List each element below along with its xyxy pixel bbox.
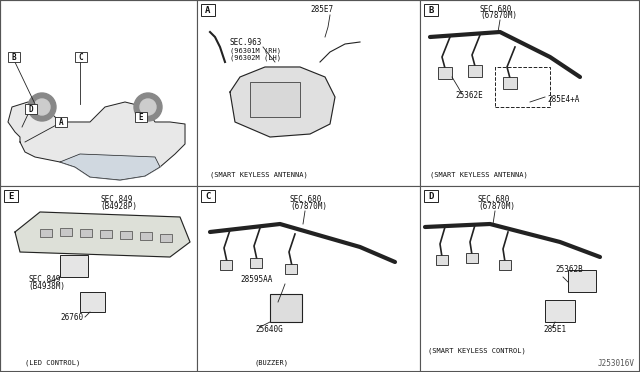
Text: J253016V: J253016V [598,359,635,368]
Bar [140,232,152,240]
Text: E: E [8,192,13,201]
Bar [197,186,420,372]
Text: SEC.680: SEC.680 [290,195,323,204]
Bar [60,228,72,236]
Text: (BUZZER): (BUZZER) [255,359,289,366]
Bar [285,264,297,274]
Bar [420,186,640,372]
Bar [75,52,87,62]
Text: B: B [428,6,434,15]
Text: (67870M): (67870M) [290,202,327,211]
Text: (SMART KEYLESS ANTENNA): (SMART KEYLESS ANTENNA) [430,171,528,177]
Bar [80,229,92,237]
Bar [135,112,147,122]
Text: C: C [205,192,211,201]
Bar [40,229,52,237]
Text: (96301M (RH): (96301M (RH) [230,47,281,54]
Text: SEC.680: SEC.680 [480,5,513,14]
Text: SEC.849: SEC.849 [28,275,60,284]
Bar [60,255,88,277]
Circle shape [28,93,56,121]
Bar [197,0,420,186]
Text: (67870M): (67870M) [480,11,517,20]
Bar [424,4,438,16]
Text: 285E7: 285E7 [310,5,333,14]
Polygon shape [15,212,190,257]
Text: A: A [205,6,211,15]
Bar [270,294,302,322]
Bar [25,104,37,114]
Text: (B4938M): (B4938M) [28,282,65,291]
Text: (LED CONTROL): (LED CONTROL) [25,359,80,366]
Bar [0,186,197,372]
Bar [438,67,452,79]
Bar [8,52,20,62]
Text: 285E1: 285E1 [543,325,566,334]
Bar [545,300,575,322]
Bar [55,117,67,127]
Bar [250,258,262,268]
Bar [0,0,197,186]
Text: C: C [79,52,83,61]
Polygon shape [230,67,335,137]
Bar [468,65,482,77]
Text: 25640G: 25640G [255,325,283,334]
Text: 26760: 26760 [60,313,83,322]
Bar [120,231,132,239]
Bar [160,234,172,242]
Circle shape [140,99,156,115]
Bar [568,270,596,292]
Bar [220,260,232,270]
Text: E: E [139,112,143,122]
Bar [436,255,448,265]
Text: SEC.849: SEC.849 [100,195,132,204]
Bar [4,190,18,202]
Text: (96302M (LH): (96302M (LH) [230,54,281,61]
Bar [503,77,517,89]
Text: B: B [12,52,16,61]
Text: 285E4+A: 285E4+A [547,95,579,104]
Bar [466,253,478,263]
Bar [424,190,438,202]
Circle shape [134,93,162,121]
Bar [100,230,112,238]
Text: D: D [428,192,434,201]
Text: (67870M): (67870M) [478,202,515,211]
Bar [495,67,550,107]
Text: D: D [29,105,33,113]
Bar [201,190,215,202]
Text: (SMART KEYLESS ANTENNA): (SMART KEYLESS ANTENNA) [210,171,308,177]
Bar [250,82,300,117]
Text: (B4928P): (B4928P) [100,202,137,211]
Text: 25362E: 25362E [455,91,483,100]
Text: SEC.680: SEC.680 [478,195,510,204]
Bar [420,0,640,186]
Bar [499,260,511,270]
Bar [80,292,105,312]
Text: 25362B: 25362B [555,265,583,274]
Polygon shape [8,102,185,180]
Bar [201,4,215,16]
Polygon shape [60,154,160,180]
Text: SEC.963: SEC.963 [230,38,262,47]
Text: A: A [59,118,63,126]
Text: (SMART KEYLESS CONTROL): (SMART KEYLESS CONTROL) [428,348,525,355]
Circle shape [34,99,50,115]
Text: 28595AA: 28595AA [240,275,273,284]
